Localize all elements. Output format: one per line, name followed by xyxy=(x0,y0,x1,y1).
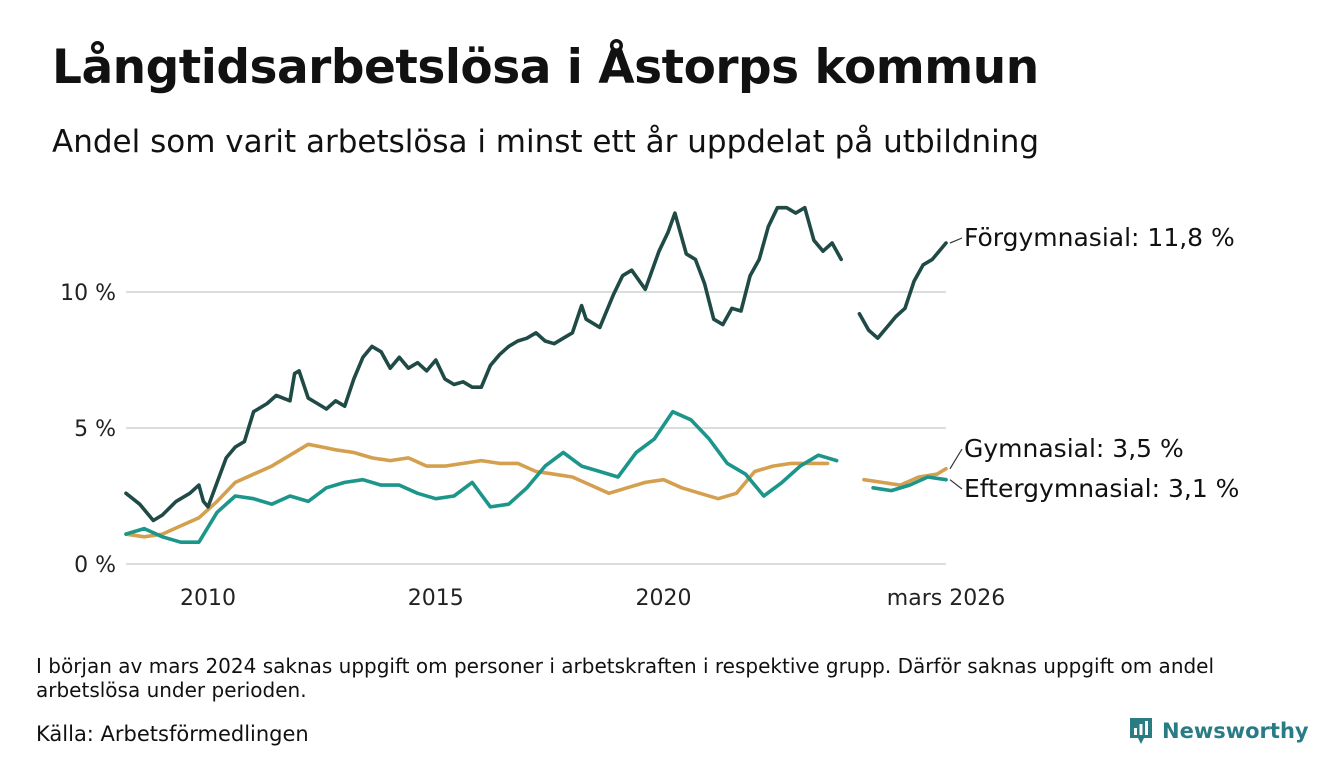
y-tick-label: 0 % xyxy=(74,553,116,578)
line-chart: 0 % 5 % 10 % 2010 2015 2020 mars 2026 Förgymn… xyxy=(60,205,1239,611)
series-end-label: Eftergymnasial: 3,1 % xyxy=(964,474,1239,503)
newsworthy-brand-name: Newsworthy xyxy=(1162,719,1309,743)
newsworthy-brand[interactable]: Newsworthy xyxy=(1128,716,1309,746)
y-axis-ticks: 0 % 5 % 10 % xyxy=(60,281,116,578)
chart-subtitle: Andel som varit arbetslösa i minst ett å… xyxy=(52,124,1040,160)
footnote: I början av mars 2024 saknas uppgift om … xyxy=(36,654,1215,702)
series-lines xyxy=(124,205,948,544)
series-line-förgymnasial xyxy=(124,205,948,523)
x-tick-label: 2020 xyxy=(636,586,692,611)
x-tick-label: 2010 xyxy=(180,586,236,611)
source-credit: Källa: Arbetsförmedlingen xyxy=(36,722,309,746)
chart-title: Långtidsarbetslösa i Åstorps kommun xyxy=(52,40,1039,95)
label-connector xyxy=(949,237,963,244)
newsworthy-logo-icon xyxy=(1130,718,1152,744)
label-connector xyxy=(949,479,963,490)
series-line-gymnasial xyxy=(124,442,948,539)
y-tick-label: 5 % xyxy=(74,417,116,442)
label-connector xyxy=(949,448,963,470)
series-end-labels: Förgymnasial: 11,8 % Gymnasial: 3,5 % Efte… xyxy=(949,223,1239,503)
gridlines xyxy=(126,291,946,565)
series-end-label: Gymnasial: 3,5 % xyxy=(964,434,1184,463)
x-tick-label: 2015 xyxy=(408,586,464,611)
x-axis-ticks: 2010 2015 2020 mars 2026 xyxy=(180,586,1005,611)
x-tick-label: mars 2026 xyxy=(887,586,1005,611)
y-tick-label: 10 % xyxy=(60,281,116,306)
series-end-label: Förgymnasial: 11,8 % xyxy=(964,223,1235,252)
series-line-eftergymnasial xyxy=(124,409,948,544)
